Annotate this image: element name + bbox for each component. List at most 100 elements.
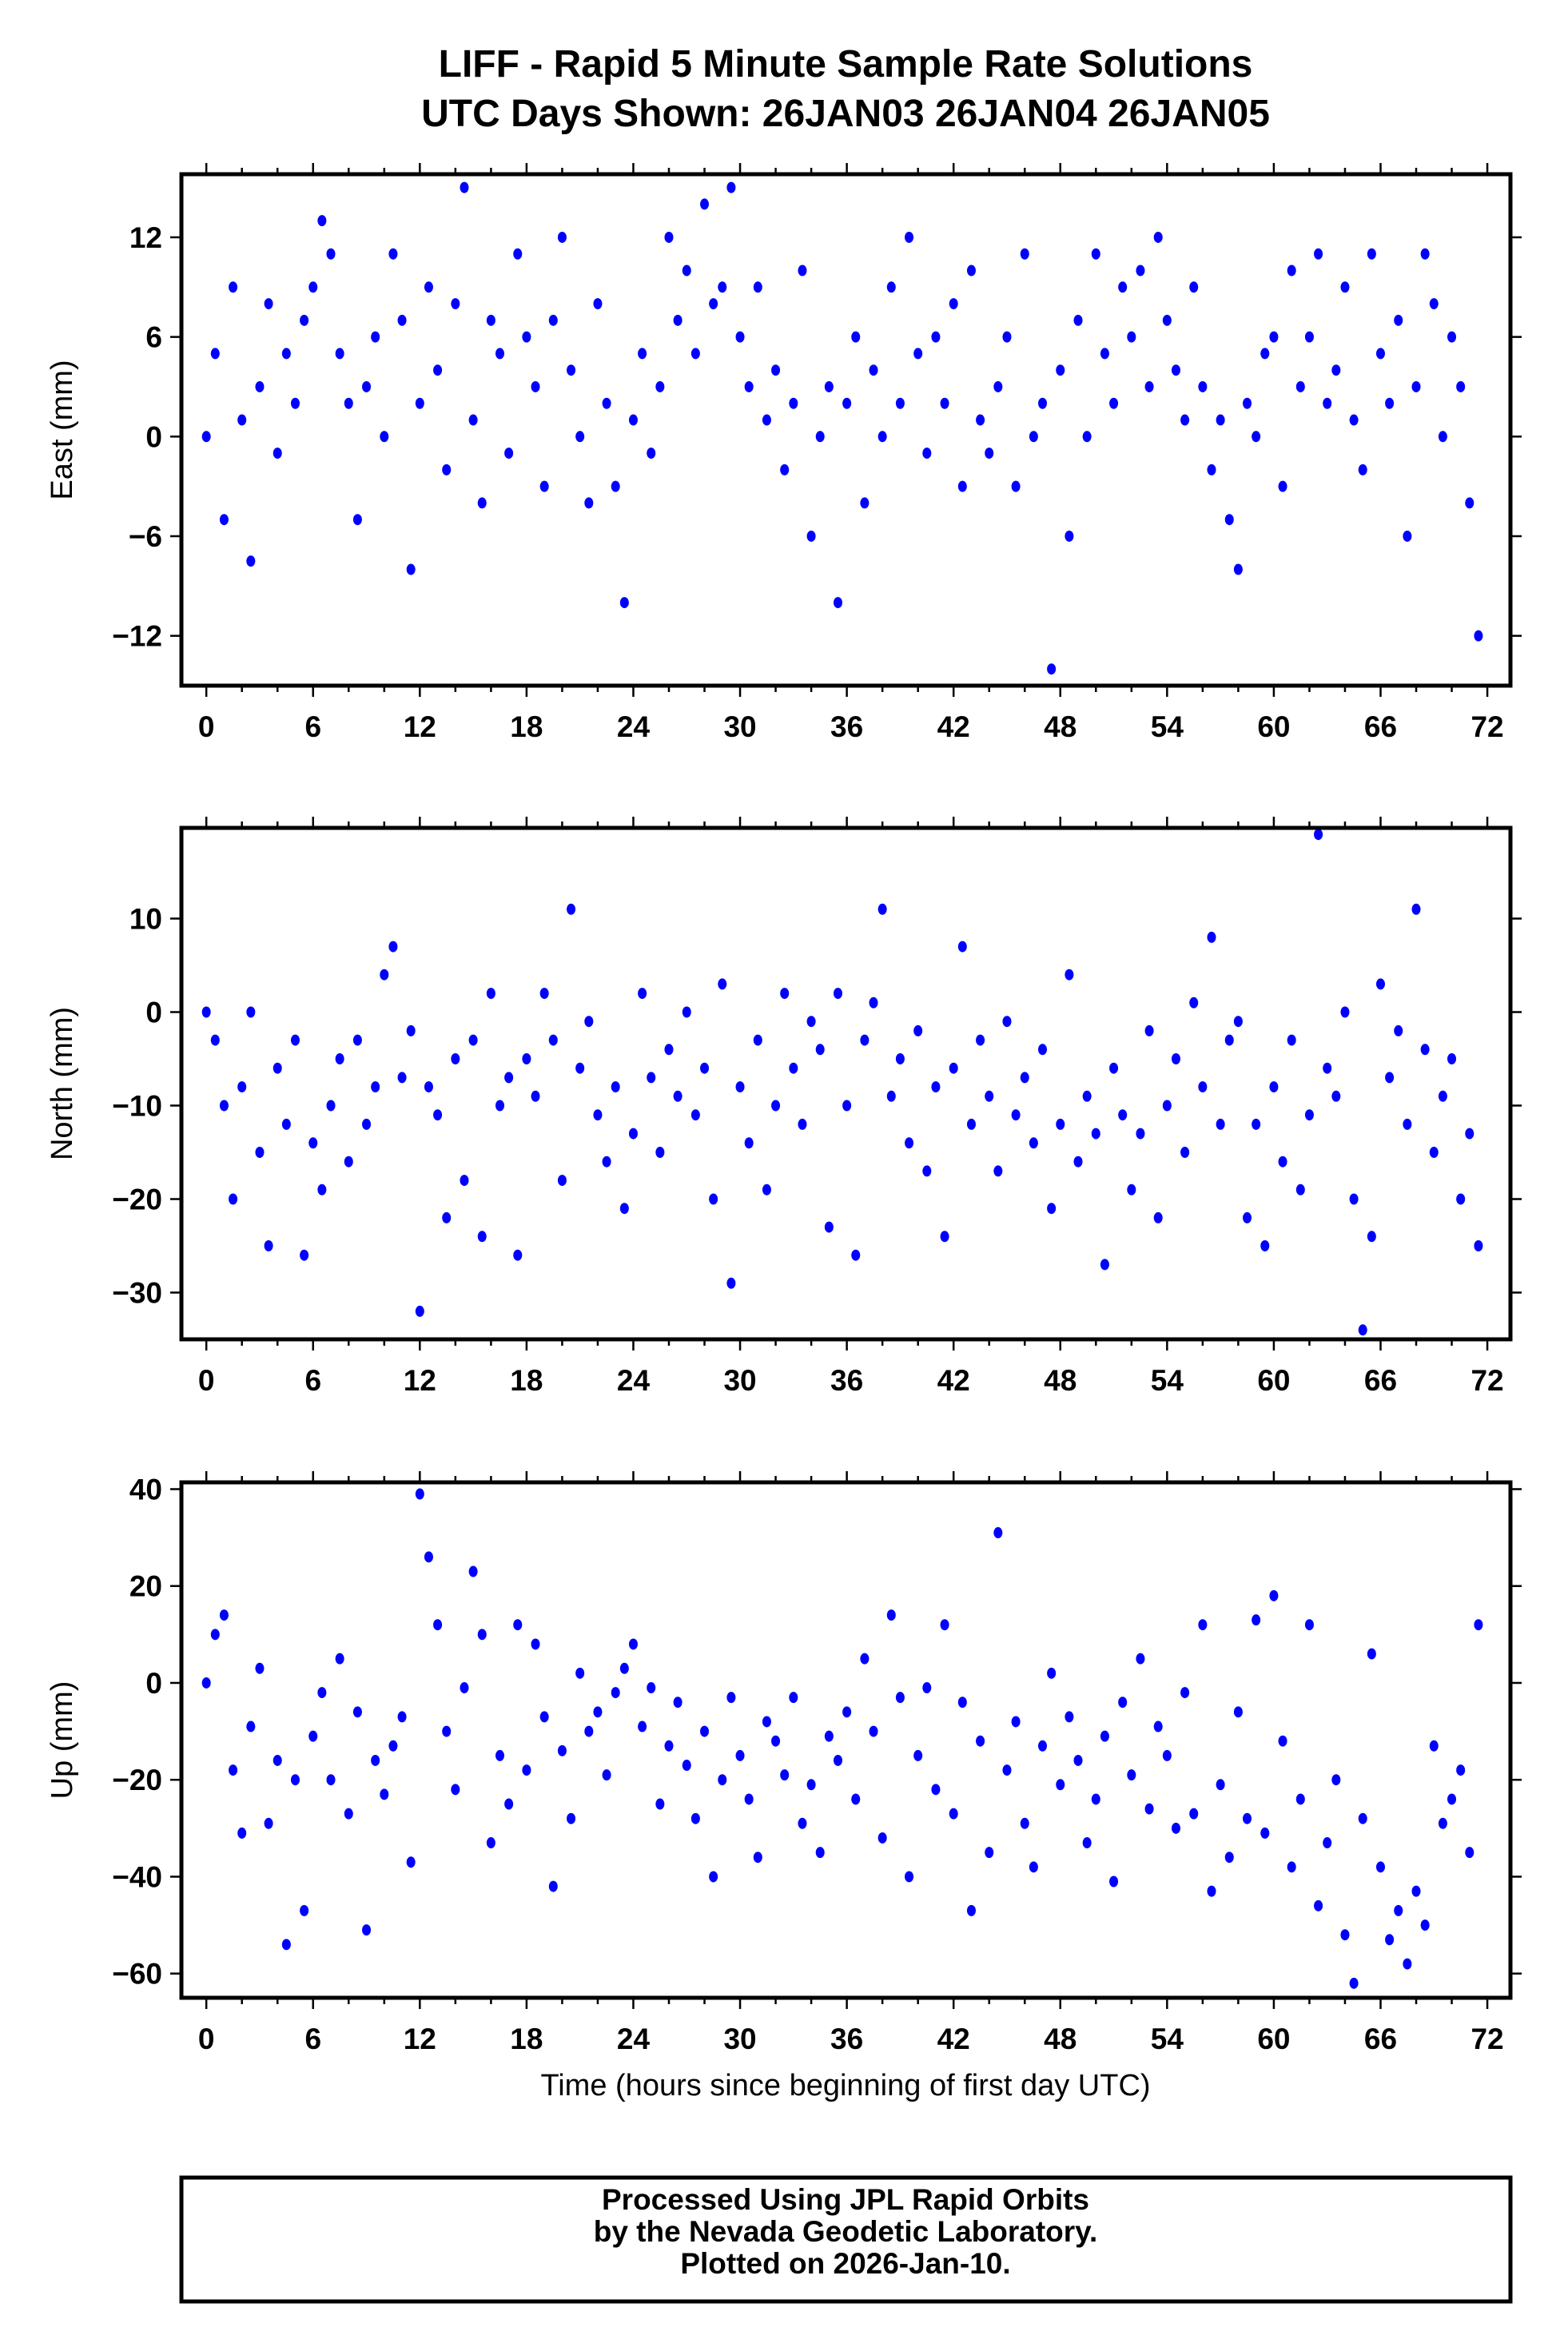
- data-point: [602, 397, 611, 409]
- data-point: [682, 265, 691, 276]
- data-point: [584, 497, 594, 509]
- data-point: [1447, 1793, 1457, 1805]
- data-point: [451, 1052, 460, 1064]
- y-tick-label: 40: [129, 1473, 162, 1506]
- data-point: [281, 348, 291, 360]
- data-point: [406, 1024, 416, 1036]
- data-point: [1207, 1885, 1216, 1897]
- data-point: [1260, 348, 1270, 360]
- x-tick-label: 42: [937, 1364, 970, 1397]
- data-point: [1047, 1667, 1057, 1679]
- x-tick-label: 24: [617, 2023, 651, 2055]
- data-point: [628, 414, 638, 426]
- data-point: [886, 1609, 896, 1621]
- data-point: [380, 431, 389, 443]
- data-point: [1375, 978, 1385, 990]
- data-point: [886, 1090, 896, 1102]
- data-point: [673, 1697, 683, 1709]
- data-point: [352, 514, 362, 526]
- data-point: [246, 555, 256, 567]
- data-point: [949, 1808, 958, 1820]
- data-point: [1216, 1779, 1225, 1791]
- x-tick-label: 6: [304, 710, 321, 743]
- data-point: [1304, 1619, 1314, 1631]
- data-point: [201, 1677, 211, 1689]
- x-tick-label: 24: [617, 1364, 651, 1397]
- data-point: [1278, 1156, 1287, 1168]
- data-point: [1278, 1735, 1287, 1747]
- data-point: [433, 1619, 443, 1631]
- data-point: [869, 1725, 878, 1737]
- data-point: [1456, 1764, 1466, 1776]
- footer-box: Processed Using JPL Rapid Orbits by the …: [179, 2175, 1513, 2304]
- data-point: [1349, 1193, 1359, 1205]
- data-point: [1224, 1034, 1234, 1046]
- data-point: [1331, 1774, 1341, 1786]
- data-point: [362, 1924, 372, 1936]
- x-tick-label: 60: [1257, 710, 1290, 743]
- data-point: [905, 1137, 914, 1149]
- data-point: [229, 1764, 238, 1776]
- data-point: [415, 397, 424, 409]
- data-point: [1180, 1687, 1190, 1699]
- data-point: [842, 397, 852, 409]
- data-point: [931, 331, 941, 343]
- data-point: [1082, 1090, 1092, 1102]
- plot-frame: [179, 825, 1513, 1342]
- data-point: [913, 348, 923, 360]
- data-point: [1394, 1024, 1403, 1036]
- data-point: [718, 281, 727, 293]
- y-tick-label: −40: [112, 1860, 162, 1893]
- x-tick-label: 24: [617, 710, 651, 743]
- data-point: [1162, 314, 1172, 326]
- data-point: [895, 1052, 905, 1064]
- data-point: [647, 448, 656, 459]
- data-point: [1109, 397, 1119, 409]
- data-point: [726, 1277, 736, 1289]
- data-point: [255, 1662, 265, 1674]
- data-point: [1020, 1817, 1029, 1829]
- data-point: [985, 448, 994, 459]
- data-point: [709, 1871, 718, 1883]
- data-point: [1394, 1904, 1403, 1916]
- data-point: [718, 1774, 727, 1786]
- x-tick-label: 48: [1044, 710, 1077, 743]
- data-point: [486, 1837, 495, 1849]
- data-point: [966, 265, 976, 276]
- data-point: [1385, 397, 1395, 409]
- data-point: [1056, 364, 1065, 376]
- data-point: [548, 314, 558, 326]
- data-point: [513, 248, 523, 260]
- x-tick-label: 0: [198, 2023, 215, 2055]
- data-point: [1304, 1109, 1314, 1121]
- x-tick-label: 18: [510, 710, 543, 743]
- plot-frame: [179, 1480, 1513, 2000]
- data-point: [1314, 248, 1323, 260]
- data-point: [798, 1817, 807, 1829]
- data-point: [860, 1653, 870, 1665]
- data-point: [806, 1016, 816, 1028]
- chart-title: LIFF - Rapid 5 Minute Sample Rate Soluti…: [439, 43, 1253, 86]
- data-point: [1189, 996, 1199, 1008]
- data-point: [290, 1034, 300, 1046]
- data-point: [771, 1735, 781, 1747]
- data-point: [531, 380, 540, 392]
- y-tick-label: −60: [112, 1958, 162, 1991]
- data-point: [575, 1062, 585, 1074]
- data-point: [1136, 1653, 1145, 1665]
- x-tick-label: 54: [1151, 1364, 1184, 1397]
- y-axis-label: Up (mm): [46, 1681, 79, 1800]
- data-point: [388, 941, 398, 953]
- y-tick-label: −20: [112, 1764, 162, 1796]
- data-point: [1420, 1044, 1430, 1056]
- data-point: [460, 1682, 469, 1694]
- data-point: [371, 1081, 380, 1093]
- data-point: [664, 231, 674, 243]
- data-point: [1474, 630, 1483, 642]
- data-point: [957, 480, 967, 492]
- y-axis-label: North (mm): [46, 1007, 79, 1160]
- data-point: [308, 1137, 318, 1149]
- data-point: [1233, 563, 1243, 575]
- data-point: [1011, 1109, 1021, 1121]
- data-point: [1207, 931, 1216, 943]
